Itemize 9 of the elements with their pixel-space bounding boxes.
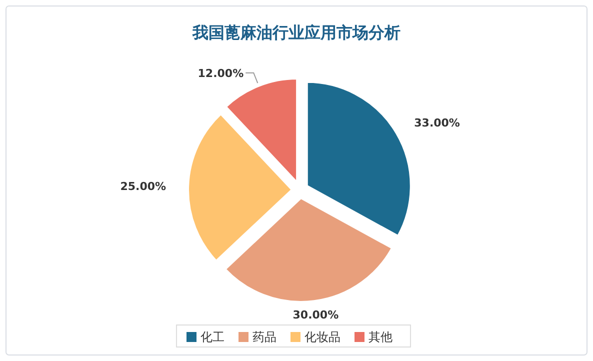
legend-label: 药品 [252, 330, 276, 344]
data-label: 12.00% [198, 66, 244, 80]
chart-title: 我国蓖麻油行业应用市场分析 [192, 23, 400, 42]
data-label: 30.00% [292, 308, 339, 322]
data-label: 25.00% [120, 180, 166, 193]
legend-label: 化妆品 [304, 330, 340, 344]
legend-label: 其他 [368, 330, 392, 344]
data-label: 33.00% [414, 116, 460, 130]
legend-label: 化工 [200, 330, 224, 344]
